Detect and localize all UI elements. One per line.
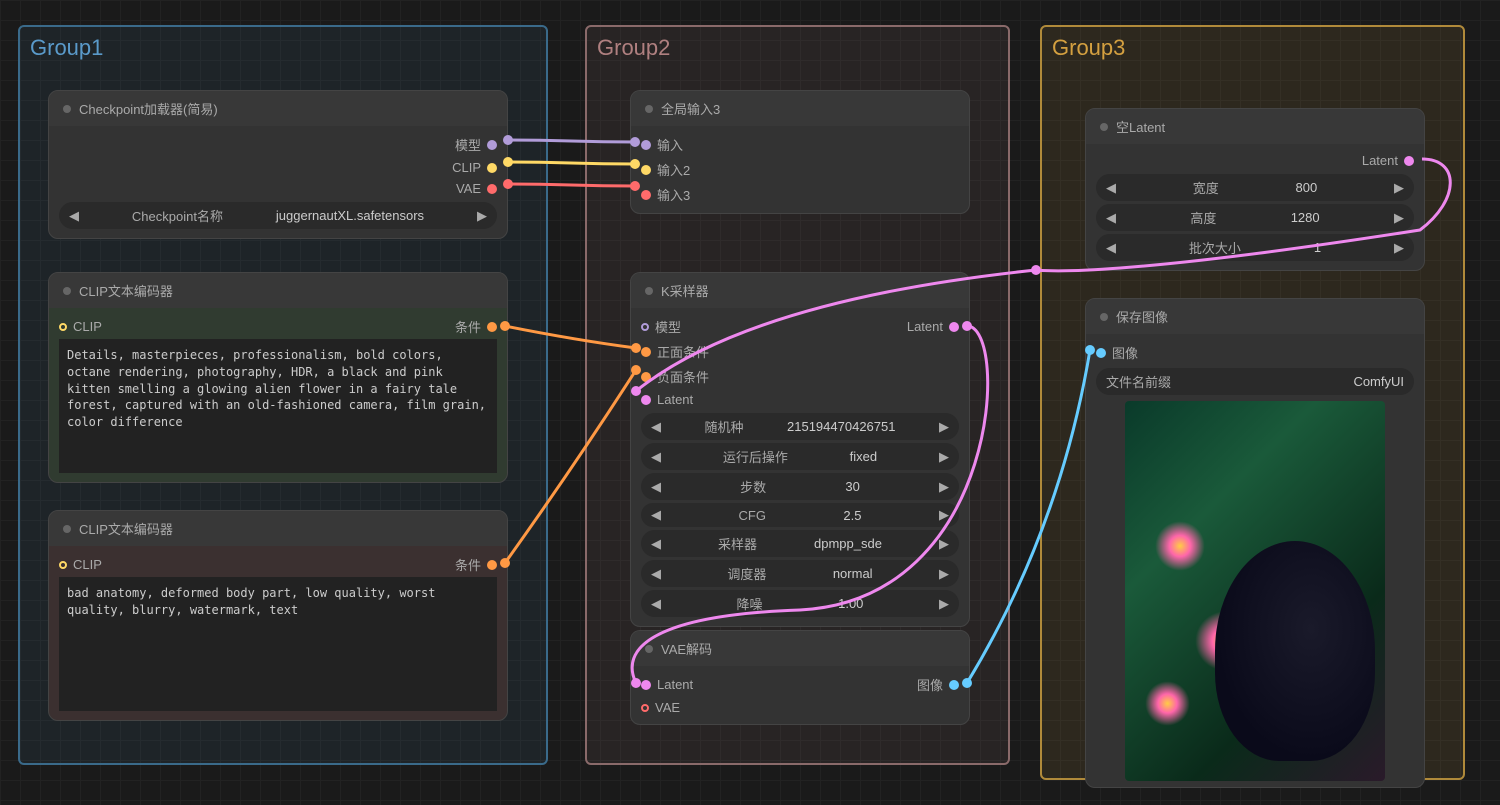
input-port[interactable]: [641, 165, 651, 175]
node-title: Checkpoint加载器(简易): [79, 99, 218, 118]
prev-arrow-icon[interactable]: ◀: [1106, 240, 1116, 256]
input-port[interactable]: [641, 140, 651, 150]
latent-output-port[interactable]: [949, 322, 959, 332]
ksampler-widget[interactable]: ◀CFG2.5▶: [641, 503, 959, 527]
node-header[interactable]: VAE解码: [631, 631, 969, 666]
input-port[interactable]: [641, 190, 651, 200]
group-title: Group2: [597, 35, 670, 61]
next-arrow-icon[interactable]: ▶: [939, 566, 949, 582]
node-header[interactable]: 空Latent: [1086, 109, 1424, 144]
next-arrow-icon[interactable]: ▶: [1394, 210, 1404, 226]
prev-arrow-icon[interactable]: ◀: [651, 536, 661, 552]
negative-prompt-textarea[interactable]: [59, 577, 497, 711]
prev-arrow-icon[interactable]: ◀: [651, 596, 661, 612]
collapse-icon[interactable]: [63, 105, 71, 113]
node-header[interactable]: 全局输入3: [631, 91, 969, 126]
collapse-icon[interactable]: [645, 287, 653, 295]
prev-arrow-icon[interactable]: ◀: [651, 566, 661, 582]
next-arrow-icon[interactable]: ▶: [939, 507, 949, 523]
input-port[interactable]: [641, 395, 651, 405]
next-arrow-icon[interactable]: ▶: [939, 596, 949, 612]
checkpoint-loader-node[interactable]: Checkpoint加载器(简易) 模型CLIPVAE ◀ Checkpoint…: [48, 90, 508, 239]
node-header[interactable]: 保存图像: [1086, 299, 1424, 334]
input-port[interactable]: [641, 372, 651, 382]
input-port[interactable]: [641, 680, 651, 690]
ksampler-widget[interactable]: ◀降噪1.00▶: [641, 590, 959, 617]
next-arrow-icon[interactable]: ▶: [477, 208, 487, 224]
widget-label: Checkpoint名称: [132, 206, 223, 225]
next-arrow-icon[interactable]: ▶: [1394, 180, 1404, 196]
next-arrow-icon[interactable]: ▶: [939, 449, 949, 465]
image-input-port[interactable]: [1096, 348, 1106, 358]
latent-widget[interactable]: ◀高度1280▶: [1096, 204, 1414, 231]
prev-arrow-icon[interactable]: ◀: [651, 479, 661, 495]
collapse-icon[interactable]: [1100, 313, 1108, 321]
node-title: CLIP文本编码器: [79, 281, 173, 300]
prev-arrow-icon[interactable]: ◀: [1106, 180, 1116, 196]
ksampler-widget[interactable]: ◀采样器dpmpp_sde▶: [641, 530, 959, 557]
next-arrow-icon[interactable]: ▶: [939, 419, 949, 435]
node-title: CLIP文本编码器: [79, 519, 173, 538]
output-preview-image[interactable]: [1125, 401, 1385, 781]
collapse-icon[interactable]: [1100, 123, 1108, 131]
node-title: 全局输入3: [661, 99, 720, 118]
node-title: 保存图像: [1116, 307, 1168, 326]
ksampler-widget[interactable]: ◀运行后操作fixed▶: [641, 443, 959, 470]
group-title: Group1: [30, 35, 103, 61]
empty-latent-node[interactable]: 空Latent Latent ◀宽度800▶◀高度1280▶◀批次大小1▶: [1085, 108, 1425, 271]
widget-value: juggernautXL.safetensors: [276, 208, 424, 223]
input-port[interactable]: [641, 347, 651, 357]
clip-input-port[interactable]: [59, 323, 67, 331]
save-image-node[interactable]: 保存图像 图像 文件名前缀 ComfyUI: [1085, 298, 1425, 788]
node-header[interactable]: Checkpoint加载器(简易): [49, 91, 507, 126]
prev-arrow-icon[interactable]: ◀: [651, 449, 661, 465]
ksampler-widget[interactable]: ◀调度器normal▶: [641, 560, 959, 587]
prev-arrow-icon[interactable]: ◀: [651, 419, 661, 435]
prev-arrow-icon[interactable]: ◀: [651, 507, 661, 523]
image-output-port[interactable]: [949, 680, 959, 690]
ksampler-widget[interactable]: ◀步数30▶: [641, 473, 959, 500]
vae-decode-node[interactable]: VAE解码 Latent图像VAE: [630, 630, 970, 725]
conditioning-output-port[interactable]: [487, 322, 497, 332]
next-arrow-icon[interactable]: ▶: [1394, 240, 1404, 256]
node-title: VAE解码: [661, 639, 712, 658]
next-arrow-icon[interactable]: ▶: [939, 479, 949, 495]
collapse-icon[interactable]: [645, 645, 653, 653]
ksampler-node[interactable]: K采样器 模型Latent正面条件负面条件Latent ◀随机种21519447…: [630, 272, 970, 627]
filename-prefix-widget[interactable]: 文件名前缀 ComfyUI: [1096, 368, 1414, 395]
node-title: K采样器: [661, 281, 709, 300]
output-port[interactable]: [487, 184, 497, 194]
collapse-icon[interactable]: [645, 105, 653, 113]
latent-widget[interactable]: ◀批次大小1▶: [1096, 234, 1414, 261]
input-port[interactable]: [641, 704, 649, 712]
clip-text-encode-negative-node[interactable]: CLIP文本编码器 CLIP 条件: [48, 510, 508, 721]
positive-prompt-textarea[interactable]: [59, 339, 497, 473]
latent-widget[interactable]: ◀宽度800▶: [1096, 174, 1414, 201]
output-port[interactable]: [487, 140, 497, 150]
group-title: Group3: [1052, 35, 1125, 61]
prev-arrow-icon[interactable]: ◀: [1106, 210, 1116, 226]
checkpoint-name-widget[interactable]: ◀ Checkpoint名称 juggernautXL.safetensors …: [59, 202, 497, 229]
latent-output-port[interactable]: [1404, 156, 1414, 166]
output-port[interactable]: [487, 163, 497, 173]
node-header[interactable]: CLIP文本编码器: [49, 273, 507, 308]
input-port[interactable]: [641, 323, 649, 331]
clip-input-port[interactable]: [59, 561, 67, 569]
collapse-icon[interactable]: [63, 525, 71, 533]
global-input-node[interactable]: 全局输入3 输入输入2输入3: [630, 90, 970, 214]
clip-text-encode-positive-node[interactable]: CLIP文本编码器 CLIP 条件: [48, 272, 508, 483]
collapse-icon[interactable]: [63, 287, 71, 295]
conditioning-output-port[interactable]: [487, 560, 497, 570]
node-title: 空Latent: [1116, 117, 1165, 136]
node-header[interactable]: CLIP文本编码器: [49, 511, 507, 546]
widget-value: ComfyUI: [1353, 374, 1404, 389]
node-header[interactable]: K采样器: [631, 273, 969, 308]
next-arrow-icon[interactable]: ▶: [939, 536, 949, 552]
prev-arrow-icon[interactable]: ◀: [69, 208, 79, 224]
widget-label: 文件名前缀: [1106, 372, 1171, 391]
ksampler-widget[interactable]: ◀随机种215194470426751▶: [641, 413, 959, 440]
